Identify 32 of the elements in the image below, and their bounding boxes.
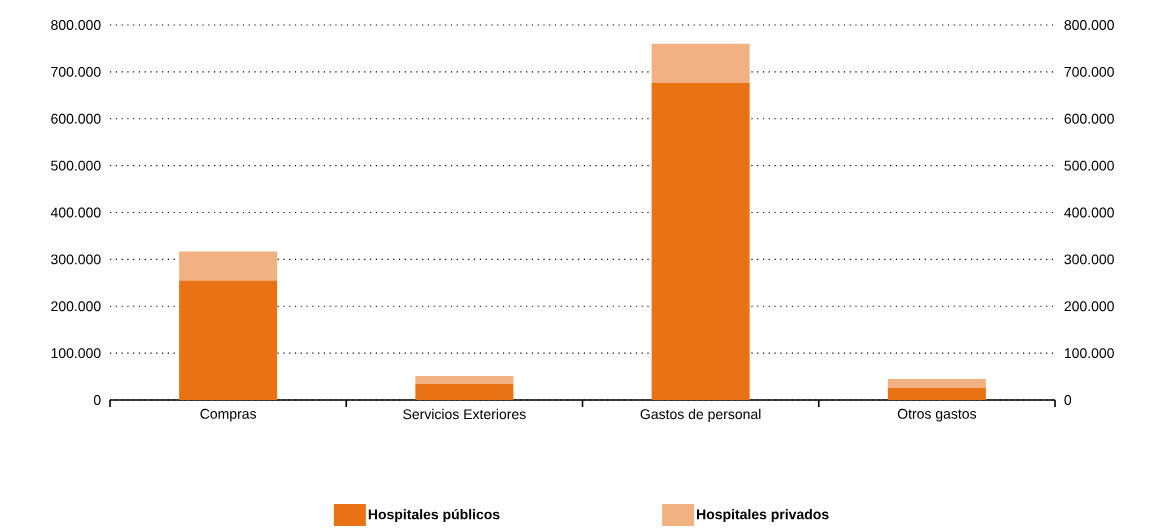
legend-label: Hospitales públicos bbox=[368, 508, 500, 523]
y2-tick-label: 100.000 bbox=[1064, 348, 1114, 359]
y-tick-label: 700.000 bbox=[51, 66, 101, 77]
bar bbox=[415, 376, 514, 385]
bar bbox=[887, 378, 986, 388]
y2-tick-label: 600.000 bbox=[1064, 113, 1114, 124]
bar bbox=[415, 384, 514, 400]
y2-tick-label: 0 bbox=[1064, 394, 1072, 405]
y-tick-label: 0 bbox=[93, 394, 101, 405]
y2-tick-label: 700.000 bbox=[1064, 66, 1114, 77]
y-tick-label: 100.000 bbox=[51, 348, 101, 359]
y2-tick-label: 200.000 bbox=[1064, 301, 1114, 312]
x-tick-label: Otros gastos bbox=[897, 408, 977, 422]
bar bbox=[887, 387, 986, 400]
y2-tick-label: 800.000 bbox=[1064, 19, 1114, 30]
x-tick-label: Servicios Exteriores bbox=[403, 408, 526, 420]
bar bbox=[179, 251, 278, 281]
legend-label: Hospitales privados bbox=[697, 508, 829, 522]
bar bbox=[651, 43, 750, 83]
y-tick-label: 800.000 bbox=[51, 19, 101, 30]
bar bbox=[179, 280, 278, 400]
x-tick-label: Compras bbox=[200, 408, 257, 422]
y2-tick-label: 300.000 bbox=[1064, 254, 1114, 265]
y-tick-label: 500.000 bbox=[51, 160, 101, 171]
y2-tick-label: 500.000 bbox=[1064, 160, 1114, 171]
y-tick-label: 300.000 bbox=[51, 254, 101, 265]
y-tick-label: 200.000 bbox=[51, 301, 101, 312]
y-tick-label: 600.000 bbox=[51, 113, 101, 124]
bar bbox=[651, 82, 750, 400]
y2-tick-label: 400.000 bbox=[1064, 207, 1114, 218]
x-tick-label: Gastos de personal bbox=[640, 408, 761, 422]
y-tick-label: 400.000 bbox=[50, 207, 101, 218]
